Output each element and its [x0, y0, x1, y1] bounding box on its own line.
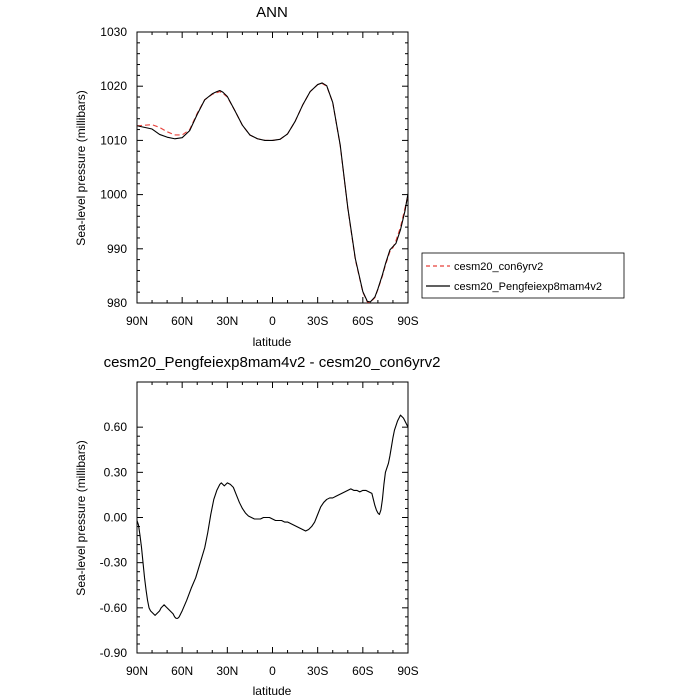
top-y-tick-label: 1020: [100, 79, 127, 93]
bottom-x-tick-label: 90S: [397, 664, 418, 678]
legend: cesm20_con6yrv2 cesm20_Pengfeiexp8mam4v2: [421, 252, 625, 299]
bottom-x-axis-label: latitude: [253, 684, 292, 698]
top-x-tick-label: 90N: [126, 314, 148, 328]
bottom-chart-title: cesm20_Pengfeiexp8mam4v2 - cesm20_con6yr…: [104, 354, 441, 371]
top-series-line-0: [136, 82, 409, 304]
top-x-tick-label: 90S: [397, 314, 418, 328]
bottom-y-tick-label: -0.30: [100, 556, 128, 570]
bottom-series-lines: [136, 414, 409, 619]
legend-label-pengfeiexp8mam4v2: cesm20_Pengfeiexp8mam4v2: [454, 281, 602, 293]
bottom-x-tick-label: 60N: [171, 664, 193, 678]
top-x-axis-label: latitude: [253, 335, 292, 349]
top-plot-frame: [136, 31, 409, 304]
bottom-y-tick-label: 0.60: [104, 420, 128, 434]
bottom-axis-ticks: 90N 60N 30N 0 30S 60S 90S -0.90 -0.60 -0.30 0.00 0.…: [100, 382, 419, 678]
bottom-y-tick-label: 0.00: [104, 511, 128, 525]
top-x-tick-label: 30N: [216, 314, 238, 328]
top-series-lines: [136, 82, 409, 304]
top-y-tick-label: 1010: [100, 133, 127, 147]
top-panel: ANN 90N 60N 30N 0 30S 60S 90S 980 990 1000 1010 102…: [74, 4, 419, 349]
bottom-x-tick-label: 0: [269, 664, 276, 678]
top-series-line-1: [136, 82, 409, 303]
bottom-series-line-0: [136, 414, 409, 619]
bottom-y-tick-label: -0.60: [100, 601, 128, 615]
bottom-x-tick-label: 90N: [126, 664, 148, 678]
top-x-tick-label: 60S: [352, 314, 373, 328]
top-y-axis-label: Sea-level pressure (millibars): [74, 90, 88, 245]
top-y-tick-label: 990: [107, 242, 127, 256]
bottom-x-tick-label: 30S: [307, 664, 328, 678]
top-x-tick-label: 0: [269, 314, 276, 328]
bottom-y-axis-label: Sea-level pressure (millibars): [74, 440, 88, 595]
bottom-x-tick-label: 60S: [352, 664, 373, 678]
top-x-tick-label: 60N: [171, 314, 193, 328]
legend-label-con6yrv2: cesm20_con6yrv2: [454, 261, 543, 273]
bottom-panel: cesm20_Pengfeiexp8mam4v2 - cesm20_con6yr…: [74, 354, 440, 698]
top-y-tick-label: 1030: [100, 25, 127, 39]
top-y-tick-label: 1000: [100, 188, 127, 202]
bottom-y-tick-label: -0.90: [100, 646, 128, 660]
bottom-y-tick-label: 0.30: [104, 465, 128, 479]
top-chart-title: ANN: [256, 4, 288, 21]
top-axis-ticks: 90N 60N 30N 0 30S 60S 90S 980 990 1000 1010 1020 103…: [100, 25, 418, 328]
legend-box: [421, 252, 625, 299]
bottom-plot-frame: [136, 381, 409, 654]
bottom-x-tick-label: 30N: [216, 664, 238, 678]
top-y-tick-label: 980: [107, 296, 127, 310]
top-x-tick-label: 30S: [307, 314, 328, 328]
